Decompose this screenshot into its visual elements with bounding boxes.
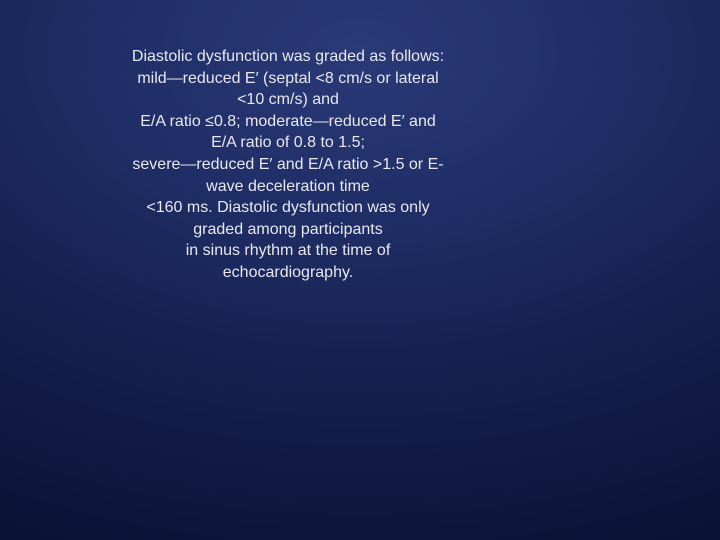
slide: Diastolic dysfunction was graded as foll… — [0, 0, 720, 540]
slide-body-text: Diastolic dysfunction was graded as foll… — [128, 46, 448, 284]
